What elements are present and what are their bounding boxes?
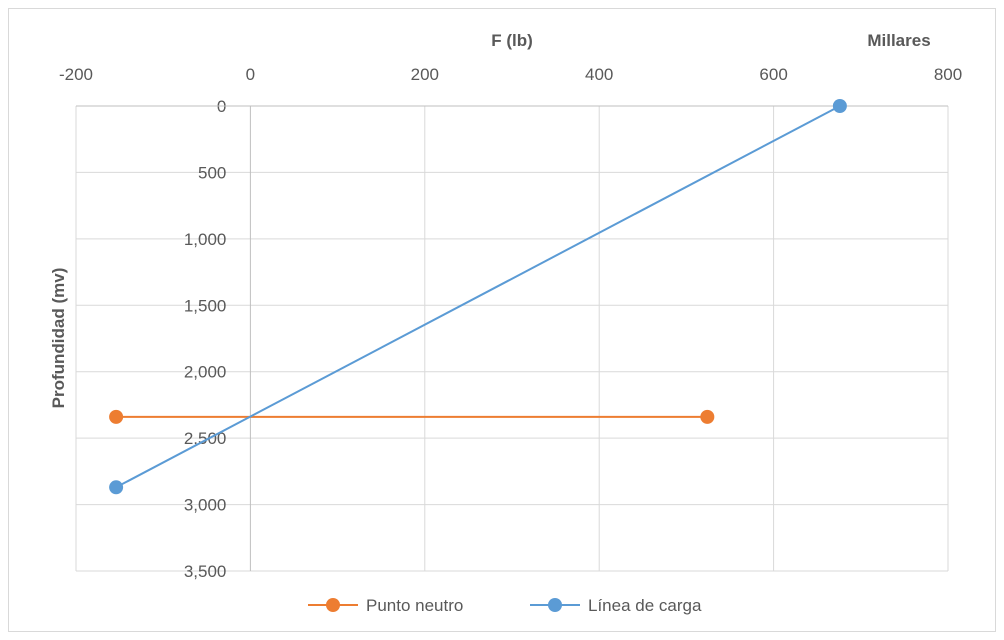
x-tick-label: 0 [246, 65, 255, 84]
y-tick-label: 3,000 [184, 496, 227, 515]
legend-item-punto-neutro: Punto neutro [308, 596, 463, 615]
data-point-linea-de-carga [832, 99, 847, 113]
x-axis-title: F (lb) [491, 31, 533, 50]
axes: -200 0 200 400 600 80005001,0001,5002,0002,50… [59, 65, 962, 581]
legend: Punto neutro Línea de carga [308, 596, 702, 615]
x-axis-unit-label: Millares [867, 31, 930, 50]
y-tick-label: 1,500 [184, 296, 227, 315]
legend-swatch-marker-linea-de-carga [548, 598, 562, 612]
series-line-linea-de-carga [115, 105, 841, 489]
legend-label-linea-de-carga: Línea de carga [588, 596, 702, 615]
x-tick-label: 800 [934, 65, 962, 84]
y-tick-label: 1,000 [184, 230, 227, 249]
x-tick-label: 200 [411, 65, 439, 84]
data-point-linea-de-carga [109, 480, 124, 495]
gridlines [75, 106, 949, 572]
legend-swatch-marker-punto-neutro [326, 598, 340, 612]
data-point-punto-neutro [700, 409, 715, 424]
y-tick-label: 3,500 [184, 562, 227, 581]
legend-label-punto-neutro: Punto neutro [366, 596, 463, 615]
y-tick-label: 500 [198, 163, 226, 182]
series [109, 99, 847, 495]
y-axis-title: Profundidad (mv) [49, 268, 68, 409]
chart-frame [8, 8, 996, 632]
y-tick-label: 2,000 [184, 363, 227, 382]
x-tick-label: 600 [759, 65, 787, 84]
x-tick-label: -200 [59, 65, 93, 84]
x-tick-label: 400 [585, 65, 613, 84]
legend-item-linea-de-carga: Línea de carga [530, 596, 702, 615]
data-point-punto-neutro [109, 409, 124, 424]
